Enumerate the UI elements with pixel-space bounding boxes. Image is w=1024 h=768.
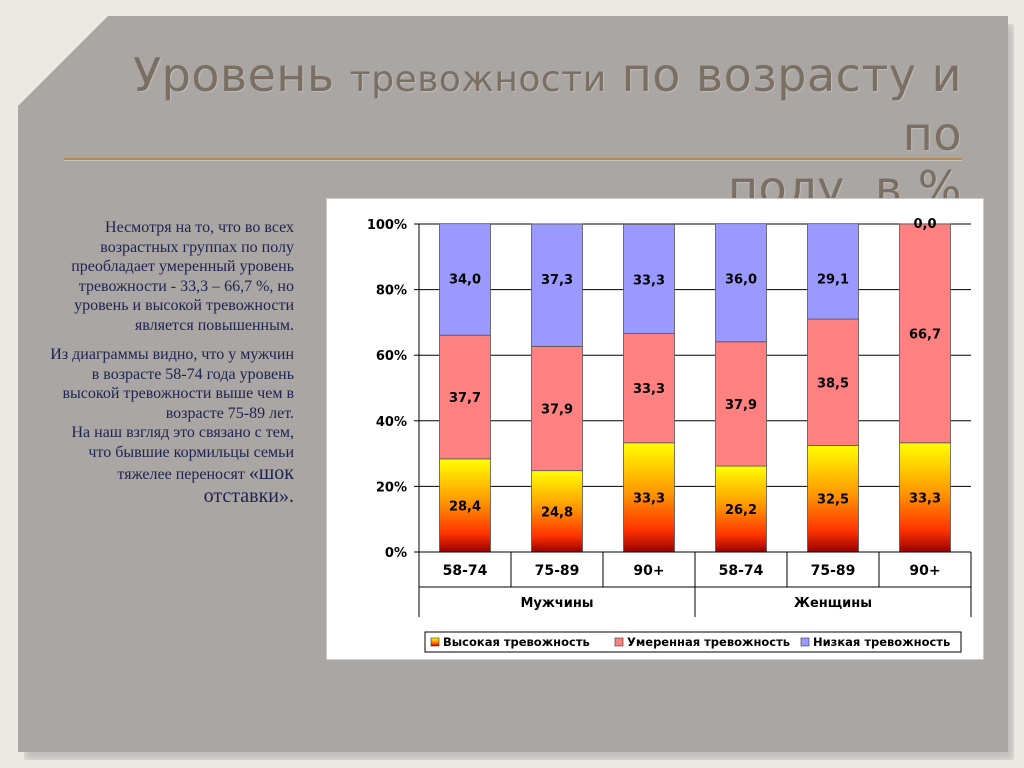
legend-label: Умеренная тревожность [627, 635, 790, 649]
chart-container: 28,4 37,7 34,0 24,8 37,9 37,3 33,3 33,3 33,3 26,2… [326, 198, 984, 660]
category-label: 58-74 [719, 563, 764, 579]
stacked-bar-chart: 28,4 37,7 34,0 24,8 37,9 37,3 33,3 33,3 33,3 26,2… [367, 217, 972, 653]
title-part-2: тревожности [349, 59, 607, 100]
bar-segment-high [899, 442, 951, 553]
title-part-1: Уровень [133, 48, 350, 102]
bar-segment-moderate [439, 334, 491, 460]
slide-title: Уровень тревожности по возрасту и по пол… [102, 48, 962, 215]
bar-segment-high [715, 465, 767, 553]
bar-segment-low [531, 223, 583, 347]
paragraph-3-text: На наш взгляд это связано с тем, что быв… [71, 424, 294, 483]
category-label: 75-89 [535, 563, 580, 579]
legend-swatch [430, 637, 440, 647]
bar-segment-low [715, 223, 767, 343]
data-label: 34,0 [449, 273, 481, 288]
axis-layer: 0% 20% 40% 60% 80% 100% 58-74 75-89 90+ 58-74 75-8… [367, 218, 972, 617]
y-tick-label: 20% [376, 480, 407, 495]
data-label: 66,7 [909, 327, 941, 342]
labels-layer: 28,4 37,7 34,0 24,8 37,9 37,3 33,3 33,3 33,3 26,2… [449, 217, 941, 520]
paragraph-3-emphasis: «шок отставки». [203, 462, 294, 507]
data-label: 29,1 [817, 273, 849, 288]
bar-segment-high [807, 444, 859, 553]
bar-segment-moderate [899, 223, 951, 444]
bar-segment-low [439, 223, 491, 336]
bar-segment-moderate [531, 345, 583, 472]
data-label: 26,2 [725, 503, 757, 518]
paragraph-1: Несмотря на то, что во всех возрастных г… [71, 219, 294, 334]
paragraph-2: Из диаграммы видно, что у мужчин в возра… [48, 345, 294, 507]
bar-segment-moderate [715, 341, 767, 467]
legend-layer: Высокая тревожность Умеренная тревожность… [424, 631, 962, 653]
legend-box [424, 631, 962, 653]
group-label: Женщины [794, 596, 872, 611]
data-label: 33,3 [633, 382, 665, 397]
category-label: 90+ [909, 563, 940, 579]
bar-segment-low [623, 223, 675, 334]
legend-swatch [800, 637, 810, 647]
category-label: 75-89 [811, 563, 856, 579]
data-label: 0,0 [913, 217, 936, 232]
title-divider [64, 158, 962, 160]
data-label: 37,3 [541, 273, 573, 288]
y-tick-label: 0% [385, 546, 407, 561]
category-label: 90+ [633, 563, 664, 579]
data-label: 33,3 [633, 491, 665, 506]
bar-segment-high [531, 470, 583, 553]
paragraph-2-text: Из диаграммы видно, что у мужчин в возра… [50, 346, 294, 422]
legend-label: Низкая тревожность [813, 635, 950, 649]
bar-segment-moderate [623, 333, 675, 444]
grid-layer [419, 223, 971, 553]
y-tick-label: 40% [376, 415, 407, 430]
data-label: 37,7 [449, 391, 481, 406]
y-tick-label: 100% [367, 218, 407, 233]
bar-segment-low [807, 223, 859, 320]
group-label: Мужчины [520, 596, 593, 611]
bars-layer [439, 223, 951, 553]
bar-segment-high [439, 458, 491, 553]
data-label: 28,4 [449, 499, 481, 514]
data-label: 37,9 [541, 403, 573, 418]
y-tick-label: 80% [376, 284, 407, 299]
data-label: 33,3 [633, 273, 665, 288]
bar-segment-high [623, 442, 675, 553]
data-label: 32,5 [817, 493, 849, 508]
data-label: 33,3 [909, 491, 941, 506]
category-label: 58-74 [443, 563, 488, 579]
body-text: Несмотря на то, что во всех возрастных г… [48, 218, 294, 517]
title-part-3: по возрасту и по [606, 48, 962, 161]
data-label: 36,0 [725, 273, 757, 288]
y-tick-label: 60% [376, 349, 407, 364]
legend-label: Высокая тревожность [443, 635, 590, 649]
data-label: 24,8 [541, 505, 573, 520]
data-label: 38,5 [817, 376, 849, 391]
legend-swatch [614, 637, 624, 647]
data-label: 37,9 [725, 398, 757, 413]
